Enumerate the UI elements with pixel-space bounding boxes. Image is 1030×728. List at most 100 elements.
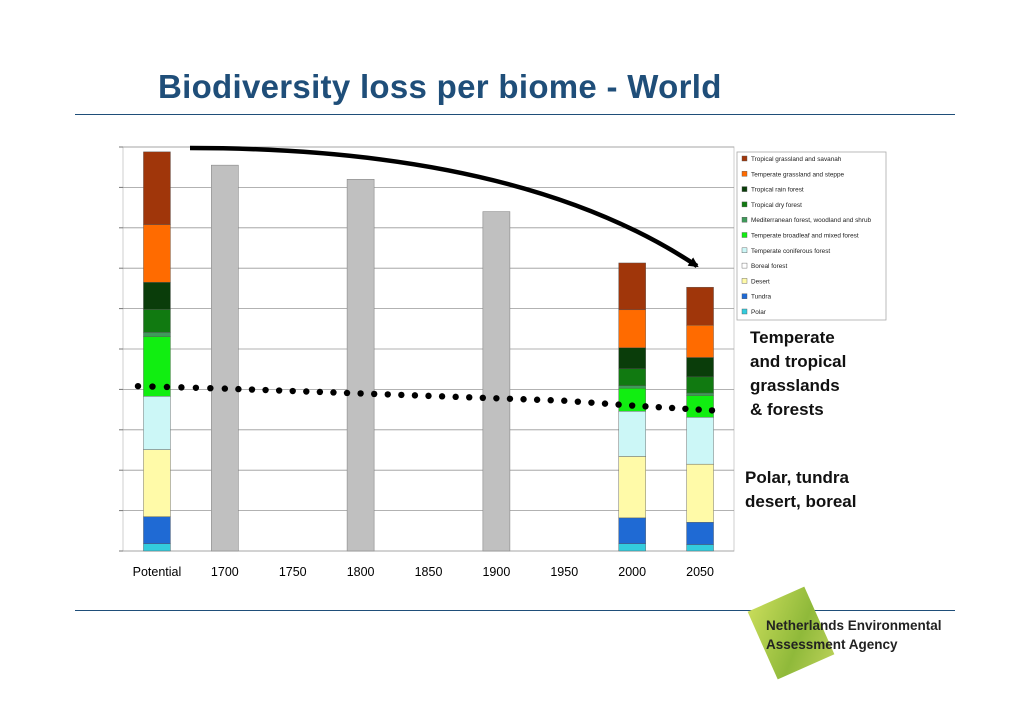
legend-swatch [741,232,748,238]
trend-dot [642,403,649,410]
bar-segment-polar-2050 [686,544,714,552]
x-tick-label: 1950 [550,565,578,579]
footer-divider [75,610,955,611]
bar-segment-tundra-Potential [143,516,171,544]
bar-segment-temperate-coniferous-forest-2050 [686,417,714,465]
trend-dot [520,396,527,403]
bar-segment-tropical-rain-forest-2050 [686,357,714,378]
legend-swatch [741,171,748,177]
trend-dot [695,406,702,413]
trend-dot [682,405,689,412]
trend-dot [438,393,446,400]
loss-arrow [189,145,699,268]
trend-dot [655,403,662,411]
legend-entry: Tropical rain forest [751,187,804,194]
trend-dot [615,401,622,408]
trend-dot [221,385,229,392]
bar-segment-desert-2050 [686,463,714,523]
bar-segment-mediterranean-forest-woodland-and-shrub-2000 [618,385,646,389]
bar-segment-tundra-2050 [686,522,714,545]
trend-dot [134,382,142,390]
bar-segment-mediterranean-forest-woodland-and-shrub-2050 [686,392,714,396]
trend-dot [248,386,256,393]
trend-dot [357,390,364,397]
trend-dot [479,394,487,402]
legend-swatch [741,293,748,299]
trend-dot [506,395,514,402]
legend-entry: Tropical grassland and savanah [751,156,842,163]
x-tick-label: 1700 [211,565,239,579]
bar-segment-polar-Potential [143,543,171,552]
x-tick-label: 2000 [618,565,646,579]
trend-dot [316,388,324,396]
trend-dot [708,407,716,414]
trend-dot [343,389,351,397]
trend-dot [398,391,405,399]
trend-dot [601,400,609,407]
trend-dot [149,383,156,390]
bar-segment-temperate-grassland-and-steppe-2000 [618,309,646,348]
legend-swatch [741,247,748,254]
trend-dot [668,404,676,412]
legend-entry: Desert [751,278,770,285]
trend-dot [163,383,171,391]
legend-swatch [741,308,748,315]
bar-segment-mediterranean-forest-woodland-and-shrub-Potential [143,332,171,337]
legend-entry: Temperate broadleaf and mixed forest [751,233,859,240]
bar-segment-temperate-grassland-and-steppe-Potential [143,224,171,283]
bar-segment-tropical-grassland-and-savanah-2000 [618,262,646,311]
title-divider [75,114,955,115]
bar-segment-tropical-dry-forest-2000 [618,368,646,386]
x-tick-label: Potential [133,565,182,579]
bar-segment-temperate-grassland-and-steppe-2050 [686,324,714,358]
bar-segment-temperate-coniferous-forest-2000 [618,411,646,457]
x-tick-label: 2050 [686,565,714,579]
trend-dot [533,396,541,403]
trend-dot [384,391,391,398]
trend-dot [547,397,554,404]
bar-segment-tropical-rain-forest-Potential [143,282,171,310]
legend-entry: Temperate grassland and steppe [751,171,845,178]
trend-dot [493,395,500,402]
bar-segment-tundra-2000 [618,517,646,544]
bar-segment-tropical-rain-forest-2000 [618,347,646,369]
bar-segment-tropical-dry-forest-Potential [143,309,171,333]
x-tick-label: 1850 [415,565,443,579]
bar-segment-polar-2000 [618,543,646,552]
legend-entry: Boreal forest [751,263,787,270]
x-tick-label: 1800 [347,565,375,579]
legend-box [736,151,887,321]
legend-swatch [741,201,748,208]
trend-dot [466,394,473,401]
legend-swatch [741,262,748,269]
legend-swatch [741,155,748,162]
legend-swatch [741,186,748,192]
trend-dot [192,384,200,391]
annotation-temperate-tropical: Temperate and tropical grasslands & fore… [750,328,847,419]
legend-entry: Mediterranean forest, woodland and shrub [751,217,872,224]
agency-name: Netherlands Environmental Assessment Age… [766,618,942,652]
bar-segment-desert-2000 [618,456,646,519]
trend-dot [275,387,283,394]
legend-entry: Polar [751,309,767,316]
legend-entry: Tundra [751,294,771,301]
trend-dot [289,387,296,395]
trend-dot [628,402,636,409]
trend-dot [588,399,595,406]
trend-dot [574,398,582,405]
trend-dot [411,392,419,399]
trend-dot [207,384,214,392]
legend-entry: Tropical dry forest [751,202,802,209]
trend-dot [262,386,269,394]
bar-total-1700 [211,164,239,552]
trend-dot [330,389,337,396]
bar-segment-desert-Potential [143,449,171,517]
slide-title: Biodiversity loss per biome - World [158,68,722,105]
bar-segment-temperate-coniferous-forest-Potential [143,396,171,450]
bar-total-1900 [482,211,511,552]
bar-segment-tropical-dry-forest-2050 [686,376,714,394]
trend-dot [370,390,378,398]
trend-dot [425,392,432,400]
bar-segment-temperate-broadleaf-and-mixed-forest-2050 [686,395,714,418]
annotation-polar-tundra: Polar, tundra desert, boreal [745,468,857,511]
